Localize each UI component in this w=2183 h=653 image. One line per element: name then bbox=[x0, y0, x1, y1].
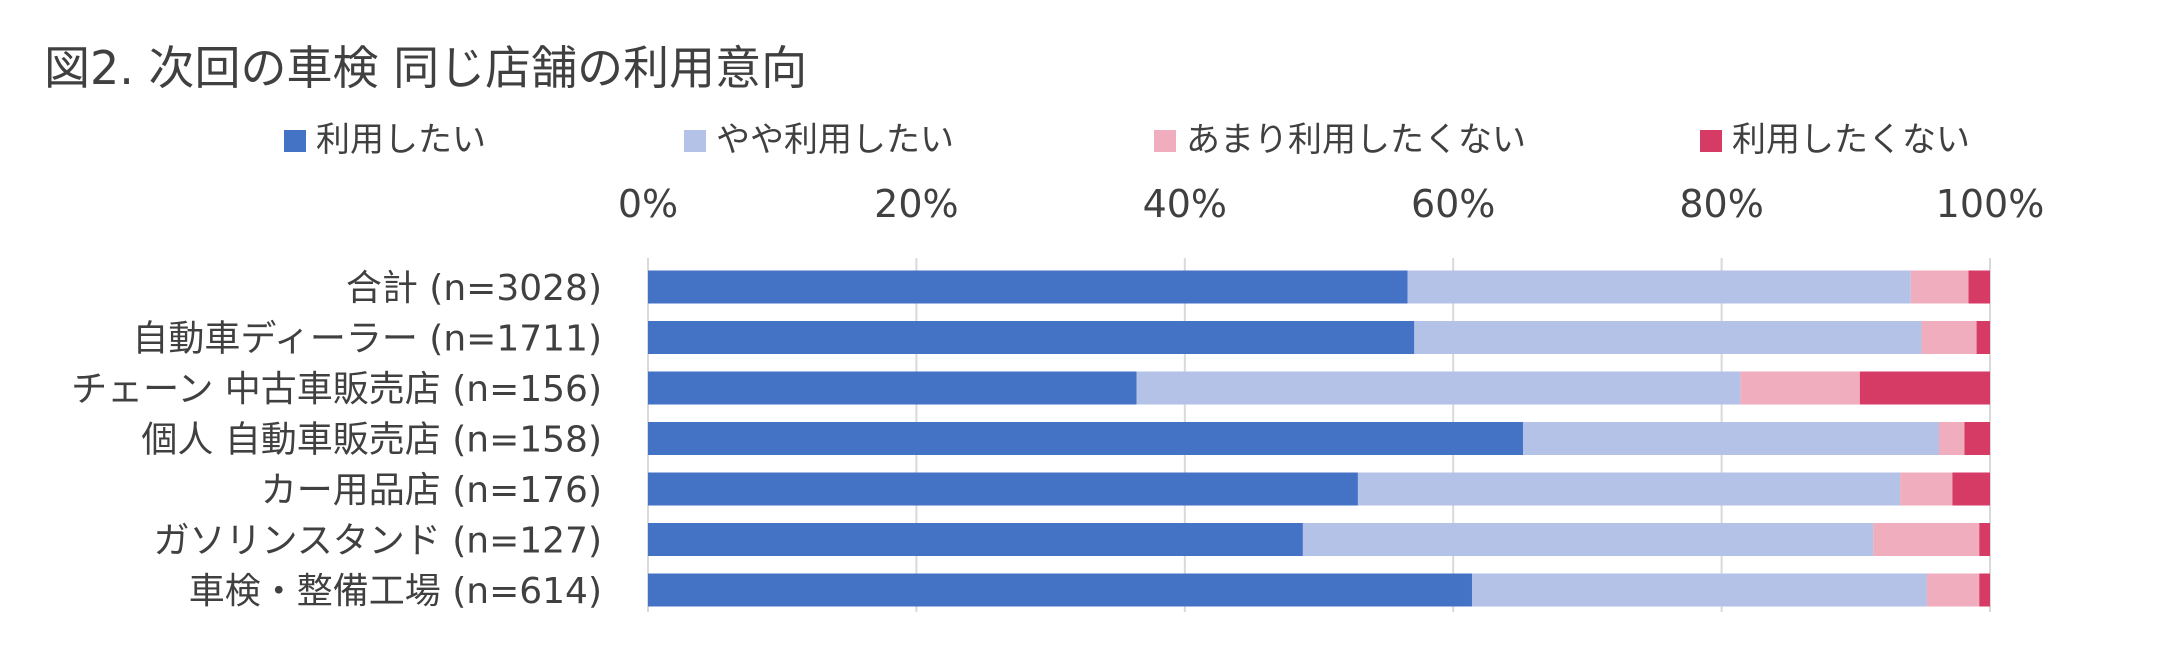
x-axis: 0% 20% 40% 60% 80% 100% bbox=[618, 182, 2044, 226]
category-label-1: 自動車ディーラー (n=1711) bbox=[132, 319, 602, 360]
bar-5-series-3 bbox=[1979, 523, 1990, 556]
x-tick-label-5: 100% bbox=[1936, 182, 2045, 226]
bar-2-series-1 bbox=[1136, 371, 1741, 405]
bar-5-series-2 bbox=[1873, 523, 1980, 556]
x-tick-label-2: 40% bbox=[1143, 182, 1227, 226]
bar-2-series-2 bbox=[1740, 371, 1860, 405]
bar-6-series-1 bbox=[1471, 573, 1927, 607]
bar-0-series-2 bbox=[1910, 270, 1969, 304]
bar-6-series-0 bbox=[648, 573, 1472, 607]
category-label-6: 車検・整備工場 (n=614) bbox=[189, 571, 602, 612]
bar-1-series-2 bbox=[1921, 321, 1977, 354]
bar-6-series-3 bbox=[1979, 573, 1990, 607]
bar-3-series-0 bbox=[648, 422, 1523, 455]
bar-5-series-0 bbox=[648, 523, 1303, 556]
bar-3-series-2 bbox=[1939, 422, 1965, 455]
legend-swatch-3 bbox=[1700, 130, 1722, 152]
bar-2-series-3 bbox=[1859, 371, 1990, 405]
bar-1-series-1 bbox=[1414, 321, 1922, 354]
category-label-2: チェーン 中古車販売店 (n=156) bbox=[71, 369, 602, 410]
bar-3-series-1 bbox=[1522, 422, 1940, 455]
legend-label-0: 利用したい bbox=[316, 120, 486, 160]
legend-swatch-1 bbox=[684, 130, 706, 152]
y-axis: 合計 (n=3028) 自動車ディーラー (n=1711) チェーン 中古車販売店 … bbox=[71, 268, 602, 612]
bar-4-series-0 bbox=[648, 472, 1358, 506]
bar-1-series-3 bbox=[1976, 321, 1990, 354]
legend-label-3: 利用したくない bbox=[1732, 120, 1970, 160]
legend-label-1: やや利用したい bbox=[716, 120, 954, 160]
category-label-3: 個人 自動車販売店 (n=158) bbox=[141, 420, 602, 461]
x-tick-label-4: 80% bbox=[1679, 182, 1763, 226]
category-label-5: ガソリンスタンド (n=127) bbox=[153, 521, 602, 562]
bar-4-series-1 bbox=[1357, 472, 1901, 506]
bar-2-series-0 bbox=[648, 371, 1137, 405]
bar-0-series-1 bbox=[1407, 270, 1911, 304]
bar-4-series-2 bbox=[1900, 472, 1953, 506]
category-label-4: カー用品店 (n=176) bbox=[261, 470, 602, 511]
bar-0-series-3 bbox=[1968, 270, 1990, 304]
bars bbox=[648, 270, 1990, 607]
x-tick-label-0: 0% bbox=[618, 182, 678, 226]
category-label-0: 合計 (n=3028) bbox=[346, 268, 602, 309]
legend-swatch-0 bbox=[284, 130, 306, 152]
legend-label-2: あまり利用したくない bbox=[1186, 120, 1526, 160]
bar-3-series-3 bbox=[1964, 422, 1990, 455]
bar-1-series-0 bbox=[648, 321, 1415, 354]
bar-0-series-0 bbox=[648, 270, 1408, 304]
legend-swatch-2 bbox=[1154, 130, 1176, 152]
x-tick-label-1: 20% bbox=[874, 182, 958, 226]
legend: 利用したい やや利用したい あまり利用したくない 利用したくない bbox=[284, 120, 1970, 160]
x-tick-label-3: 60% bbox=[1411, 182, 1495, 226]
bar-6-series-2 bbox=[1926, 573, 1980, 607]
chart-title: 図2. 次回の車検 同じ店舗の利用意向 bbox=[44, 41, 807, 95]
bar-5-series-1 bbox=[1302, 523, 1874, 556]
bar-4-series-3 bbox=[1952, 472, 1990, 506]
